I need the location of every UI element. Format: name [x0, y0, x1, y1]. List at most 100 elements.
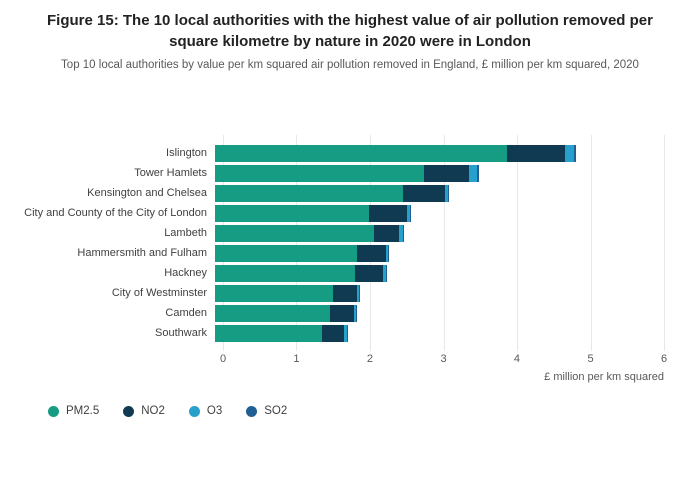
gridline [296, 135, 298, 351]
x-tick-label: 1 [293, 353, 300, 365]
bar-segment-pm25[interactable] [215, 224, 374, 242]
category-label: Southwark [155, 327, 207, 339]
bar-segment-pm25[interactable] [215, 304, 330, 322]
category-label: Tower Hamlets [134, 167, 207, 179]
bar-segment-pm25[interactable] [215, 184, 404, 202]
x-tick-label: 2 [366, 353, 374, 365]
gridline [664, 135, 665, 351]
bar-track [215, 324, 656, 342]
bar-segment-so2[interactable] [574, 144, 576, 162]
bar-segment-o3[interactable] [445, 184, 448, 202]
legend-item-so2[interactable]: SO2 [246, 405, 287, 417]
bar-segment-o3[interactable] [469, 164, 478, 182]
bar-segment-so2[interactable] [356, 304, 357, 322]
bar-segment-o3[interactable] [353, 304, 357, 322]
bar-segment-so2[interactable] [447, 184, 449, 202]
x-tick-label: 5 [587, 353, 594, 365]
bar-segment-no2[interactable] [329, 304, 354, 322]
gridlines [223, 135, 665, 351]
bar-segment-so2[interactable] [359, 284, 360, 302]
category-label: Kensington and Chelsea [87, 187, 207, 199]
legend-label: O3 [206, 405, 223, 417]
chart-row: Hackney [0, 263, 700, 283]
bar-track [215, 204, 656, 222]
bar-segment-no2[interactable] [354, 264, 383, 282]
chart-row: Islington [0, 143, 700, 163]
bar-track [215, 224, 656, 242]
bar-segment-no2[interactable] [332, 284, 357, 302]
bar-segment-so2[interactable] [409, 204, 411, 222]
bar-segment-o3[interactable] [344, 324, 347, 342]
bar-segment-o3[interactable] [406, 204, 410, 222]
bar-segment-so2[interactable] [387, 244, 389, 262]
chart-row: Hammersmith and Fulham [0, 243, 700, 263]
bar-segment-o3[interactable] [385, 244, 388, 262]
bar-segment-pm25[interactable] [215, 204, 370, 222]
legend-label: SO2 [264, 405, 288, 417]
bar-segment-o3[interactable] [356, 284, 360, 302]
bar-segment-pm25[interactable] [215, 324, 322, 342]
bar-track [215, 164, 656, 182]
chart-title: Figure 15: The 10 local authorities with… [47, 12, 653, 50]
category-label: City and County of the City of London [24, 207, 207, 219]
chart-row: City of Westminster [0, 283, 700, 303]
bar-segment-so2[interactable] [477, 164, 479, 182]
category-label: Hammersmith and Fulham [77, 247, 207, 259]
legend-swatch-icon [48, 405, 59, 417]
x-tick-label: 0 [219, 353, 227, 365]
category-label: City of Westminster [111, 287, 207, 299]
bar-segment-no2[interactable] [356, 244, 386, 262]
category-label: Hackney [164, 267, 207, 279]
bar-segment-o3[interactable] [399, 224, 404, 242]
bar-segment-no2[interactable] [373, 224, 400, 242]
plot-area: Islington Tower Hamlets Kensington and Che… [0, 135, 700, 351]
bar-track [215, 184, 656, 202]
bar-segment-no2[interactable] [423, 164, 470, 182]
bar-segment-so2[interactable] [385, 264, 387, 282]
bar-segment-o3[interactable] [564, 144, 575, 162]
bar-segment-pm25[interactable] [215, 244, 357, 262]
bar-track [215, 144, 656, 162]
chart-row: Lambeth [0, 223, 700, 243]
legend-item-o3[interactable]: O3 [188, 405, 223, 417]
bar-segment-so2[interactable] [403, 224, 404, 242]
legend-label: NO2 [141, 405, 165, 417]
bar-segment-no2[interactable] [506, 144, 565, 162]
bar-segment-pm25[interactable] [215, 284, 333, 302]
gridline [443, 135, 445, 351]
category-label: Islington [166, 147, 207, 159]
bar-segment-pm25[interactable] [215, 164, 424, 182]
bar-segment-no2[interactable] [403, 184, 446, 202]
x-tick-label: 4 [513, 353, 521, 365]
legend-label: PM2.5 [66, 405, 100, 417]
bar-chart: Islington Tower Hamlets Kensington and Che… [0, 135, 700, 417]
x-tick-label: 3 [440, 353, 447, 365]
bar-segment-pm25[interactable] [215, 264, 355, 282]
plot-rows: Islington Tower Hamlets Kensington and Che… [0, 135, 700, 343]
x-axis-ticks: 0 1 2 3 4 5 6 [219, 351, 668, 367]
bar-segment-pm25[interactable] [215, 144, 507, 162]
legend: PM2.5 NO2 O3 SO2 [48, 405, 700, 417]
chart-row: Southwark [0, 323, 700, 343]
gridline [590, 135, 592, 351]
x-tick-label: 6 [660, 353, 668, 365]
gridline [223, 135, 224, 351]
bar-segment-no2[interactable] [369, 204, 407, 222]
chart-row: City and County of the City of London [0, 203, 700, 223]
chart-row: Tower Hamlets [0, 163, 700, 183]
legend-item-pm25[interactable]: PM2.5 [48, 405, 99, 417]
bar-track [215, 264, 656, 282]
gridline [369, 135, 371, 351]
legend-item-no2[interactable]: NO2 [123, 405, 165, 417]
chart-subtitle: Top 10 local authorities by value per km… [61, 59, 639, 71]
category-label: Lambeth [164, 227, 207, 239]
bar-track [215, 284, 656, 302]
category-label: Camden [165, 307, 207, 319]
chart-row: Camden [0, 303, 700, 323]
x-axis-title: £ million per km squared [544, 371, 664, 383]
bar-segment-no2[interactable] [321, 324, 345, 342]
bar-segment-o3[interactable] [382, 264, 386, 282]
bar-segment-so2[interactable] [346, 324, 348, 342]
chart-row: Kensington and Chelsea [0, 183, 700, 203]
